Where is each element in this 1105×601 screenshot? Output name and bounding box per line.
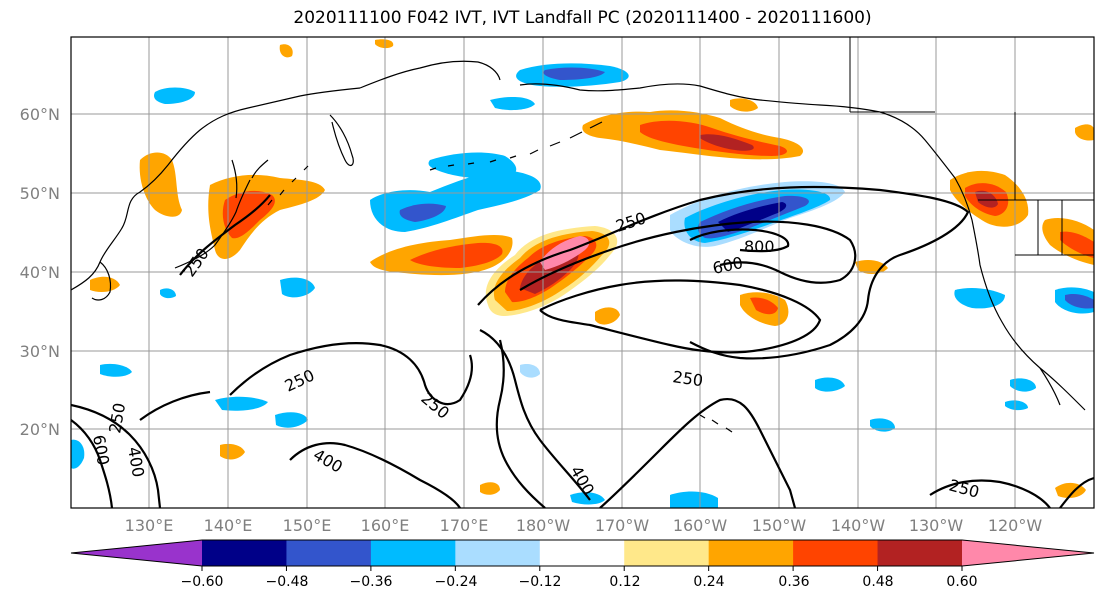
colorbar-tick-label: 0.12 — [609, 574, 640, 590]
lat-label: 40°N — [20, 263, 60, 282]
lon-label: 160°E — [361, 516, 410, 535]
colorbar-tick-label: 0.60 — [946, 574, 977, 590]
lon-label: 150°W — [752, 516, 807, 535]
lon-label: 130°W — [909, 516, 964, 535]
lon-label: 120°W — [988, 516, 1043, 535]
map-plot-area: 250 250 800 600 250 250 250 250 400 400 … — [70, 36, 1095, 509]
colorbar-segments — [71, 540, 1094, 566]
lon-label: 130°E — [125, 516, 174, 535]
lon-label: 170°W — [595, 516, 650, 535]
colorbar-segment — [877, 540, 963, 566]
colorbar-extend-low — [71, 540, 202, 566]
colorbar-segment — [455, 540, 541, 566]
pc-anomaly-shading — [71, 39, 1094, 508]
latitude-labels: 60°N 50°N 40°N 30°N 20°N — [20, 105, 60, 439]
map-frame — [70, 36, 1095, 509]
colorbar-segment — [708, 540, 794, 566]
lon-label: 160°W — [673, 516, 728, 535]
colorbar-tick-label: −0.24 — [435, 574, 478, 590]
lat-label: 60°N — [20, 105, 60, 124]
lon-label: 140°W — [831, 516, 886, 535]
colorbar-ticks — [201, 566, 963, 571]
colorbar-tick-label: −0.12 — [519, 574, 562, 590]
longitude-labels: 130°E 140°E 150°E 160°E 170°E 180°W 170°… — [125, 516, 1043, 535]
lon-label: 170°E — [440, 516, 489, 535]
lat-label: 30°N — [20, 342, 60, 361]
colorbar: −0.60 −0.48 −0.36 −0.24 −0.12 0.12 0.24 … — [70, 539, 1095, 590]
lon-label: 180°W — [516, 516, 571, 535]
lon-label: 150°E — [283, 516, 332, 535]
figure-title: 2020111100 F042 IVT, IVT Landfall PC (20… — [293, 8, 872, 28]
colorbar-tick-label: 0.36 — [778, 574, 809, 590]
colorbar-segment — [286, 540, 372, 566]
colorbar-segment — [370, 540, 456, 566]
borders — [849, 37, 1094, 256]
colorbar-extend-high — [962, 540, 1094, 566]
colorbar-tick-label: −0.48 — [266, 574, 309, 590]
colorbar-tick-label: 0.48 — [862, 574, 893, 590]
colorbar-segment — [539, 540, 625, 566]
colorbar-labels: −0.60 −0.48 −0.36 −0.24 −0.12 0.12 0.24 … — [181, 574, 978, 590]
colorbar-tick-label: 0.24 — [693, 574, 724, 590]
contour-label: 250 — [671, 367, 704, 390]
colorbar-tick-label: −0.60 — [181, 574, 224, 590]
colorbar-segment — [624, 540, 710, 566]
lat-label: 20°N — [20, 420, 60, 439]
lat-label: 50°N — [20, 184, 60, 203]
lon-label: 140°E — [204, 516, 253, 535]
colorbar-segment — [793, 540, 879, 566]
ivt-contours — [71, 185, 1094, 508]
contour-label: 800 — [744, 237, 775, 256]
colorbar-segment — [202, 540, 287, 566]
colorbar-tick-label: −0.36 — [350, 574, 393, 590]
coastlines — [71, 60, 1086, 433]
